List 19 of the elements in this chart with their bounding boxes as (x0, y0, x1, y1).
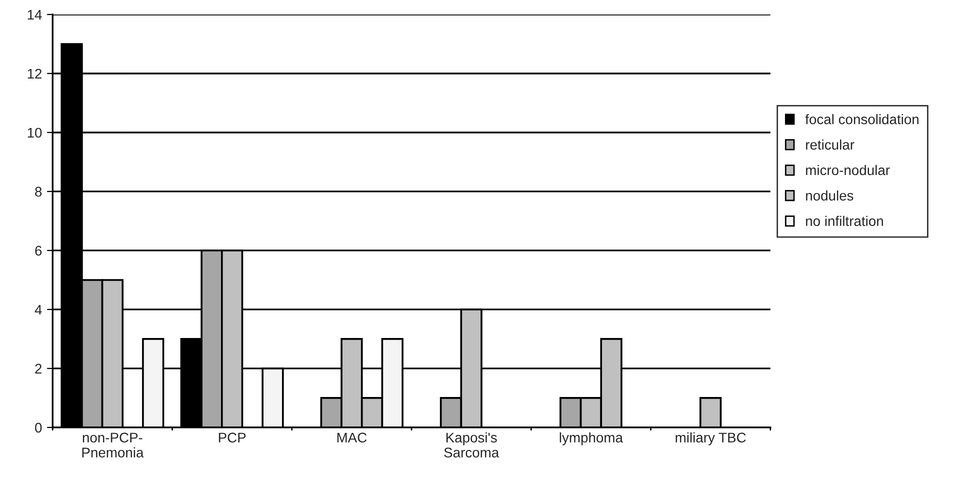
legend-label: nodules (806, 190, 854, 201)
y-tick-label: 10 (28, 128, 42, 138)
x-tick-label: MAC (337, 432, 367, 443)
x-tick-label: PCP (218, 432, 246, 443)
x-tick-label: non-PCP- Pnemonia (82, 432, 144, 458)
y-tick-label: 6 (35, 246, 42, 256)
x-tick-label: Kaposi's Sarcoma (444, 432, 500, 458)
y-tick-label: 2 (35, 364, 42, 374)
legend-label: micro-nodular (806, 164, 890, 176)
y-tick-label: 12 (28, 68, 42, 79)
x-tick-label: miliary TBC (676, 432, 746, 446)
x-tick-label: lymphoma (560, 432, 623, 446)
y-tick-label: 14 (28, 10, 42, 20)
y-tick-label: 4 (34, 304, 42, 314)
legend-label: no infiltration (806, 216, 883, 226)
y-tick-label: 8 (35, 186, 42, 197)
legend-label: reticular (806, 139, 854, 150)
y-tick-label: 0 (35, 422, 42, 433)
legend-label: focal consolidation (805, 114, 918, 124)
